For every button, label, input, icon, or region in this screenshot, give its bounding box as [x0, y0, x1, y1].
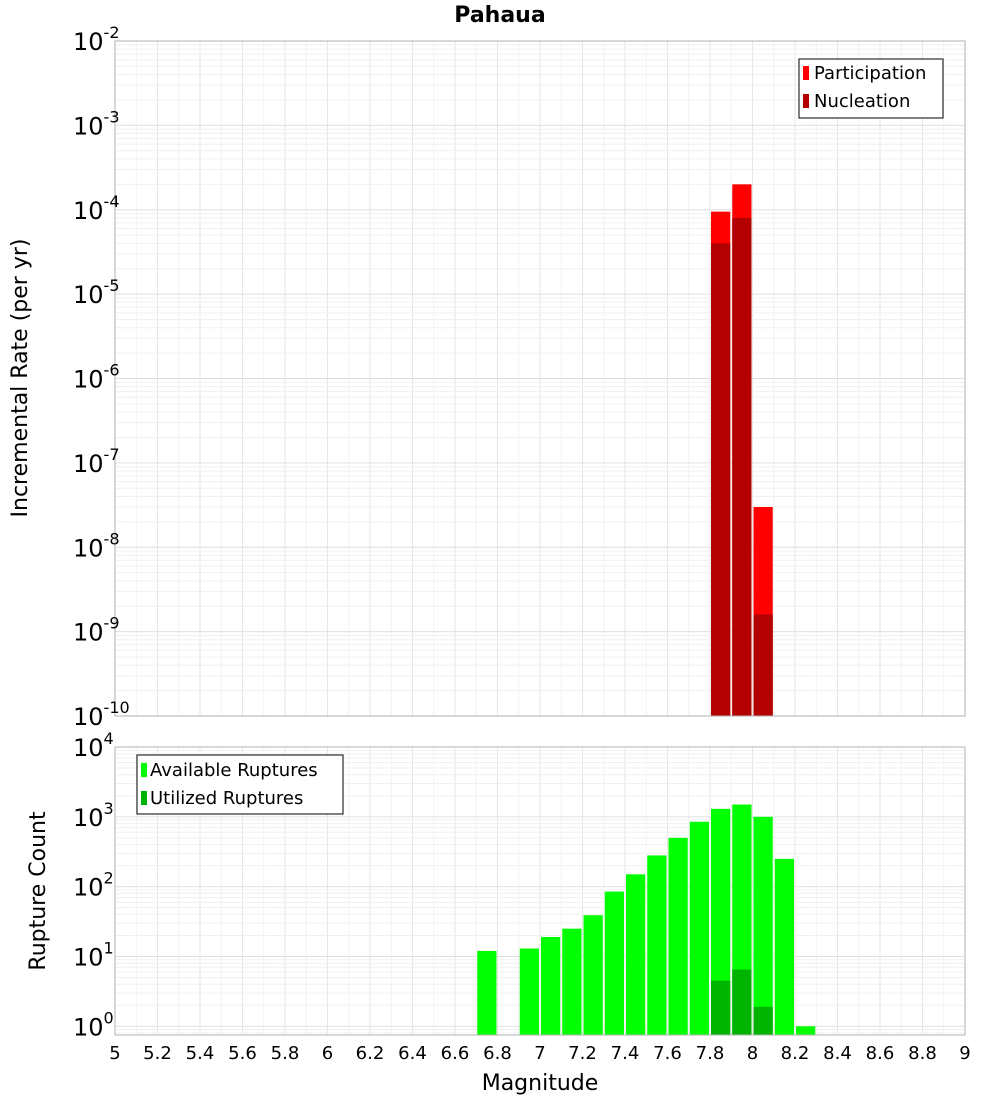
- rate-y-tick-label: 10-4: [73, 192, 120, 225]
- rate-panel: 10-2 10-3 10-4 10-5 10-6 10-7 10-8 10-9 10-10 In…: [8, 23, 966, 731]
- x-axis-label: Magnitude: [482, 1071, 599, 1096]
- x-tick-label: 7.8: [696, 1043, 725, 1064]
- x-tick-label: 7.6: [653, 1043, 682, 1064]
- available-ruptures-bar: [796, 1026, 816, 1035]
- nucleation-bar: [732, 217, 752, 716]
- rate-y-tick-label: 10-9: [73, 614, 120, 647]
- nucleation-legend-swatch: [803, 94, 809, 108]
- available-ruptures-bar: [562, 928, 582, 1035]
- rate-y-tick-label: 10-6: [73, 361, 120, 394]
- utilized-legend-swatch: [141, 791, 147, 805]
- rate-y-tick-label: 10-8: [73, 529, 120, 562]
- rate-y-ticks: 10-2 10-3 10-4 10-5 10-6 10-7 10-8 10-9 10-10: [73, 23, 130, 731]
- x-tick-label: 8: [747, 1043, 758, 1064]
- rupture-y-axis-label: Rupture Count: [26, 811, 51, 971]
- rate-y-tick-label: 10-2: [73, 23, 120, 56]
- x-tick-label: 9: [959, 1043, 970, 1064]
- rate-grid: [114, 40, 966, 717]
- rate-y-tick-label: 10-3: [73, 107, 120, 140]
- available-ruptures-bar: [668, 837, 688, 1035]
- rupture-plot-frame: [114, 746, 966, 1036]
- available-ruptures-bar: [711, 808, 731, 1035]
- rupture-bars: [477, 804, 816, 1035]
- rupture-y-tick-label: 103: [73, 799, 114, 832]
- x-tick-label: 5.4: [186, 1043, 215, 1064]
- available-ruptures-bar: [626, 874, 646, 1035]
- x-tick-label: 5.8: [271, 1043, 300, 1064]
- chart-title: Pahaua: [454, 3, 545, 28]
- available-ruptures-bar: [541, 936, 561, 1035]
- rate-y-tick-label: 10-10: [73, 698, 130, 731]
- utilized-legend-label: Utilized Ruptures: [150, 788, 303, 809]
- magnitude-x-ticks: 5 5.2 5.4 5.6 5.8 6 6.2 6.4 6.6 6.8 7 7.2 7.4 7.6 7.8 8…: [109, 1043, 970, 1064]
- participation-legend-label: Participation: [814, 63, 926, 84]
- x-tick-label: 5.2: [143, 1043, 172, 1064]
- utilized-ruptures-bar: [753, 1006, 773, 1035]
- x-tick-label: 8.8: [908, 1043, 937, 1064]
- rate-y-tick-label: 10-7: [73, 445, 120, 478]
- available-ruptures-bar: [583, 915, 603, 1035]
- utilized-ruptures-bar: [711, 980, 731, 1035]
- participation-legend-swatch: [803, 66, 809, 80]
- x-tick-label: 7.4: [611, 1043, 640, 1064]
- x-tick-label: 5.6: [228, 1043, 257, 1064]
- x-tick-label: 8.6: [866, 1043, 895, 1064]
- rate-y-tick-label: 10-5: [73, 276, 120, 309]
- available-legend-label: Available Ruptures: [150, 760, 318, 781]
- available-ruptures-bar: [477, 950, 497, 1035]
- rupture-y-tick-label: 102: [73, 869, 114, 902]
- available-ruptures-bar: [604, 891, 624, 1035]
- x-tick-label: 8.2: [781, 1043, 810, 1064]
- x-tick-label: 6.2: [356, 1043, 385, 1064]
- rate-bars: [711, 184, 773, 717]
- nucleation-bar: [753, 614, 773, 716]
- x-tick-label: 8.4: [823, 1043, 852, 1064]
- x-tick-label: 6: [322, 1043, 333, 1064]
- available-legend-swatch: [141, 763, 147, 777]
- rupture-y-tick-label: 100: [73, 1008, 114, 1041]
- available-ruptures-bar: [774, 858, 794, 1035]
- available-ruptures-bar: [753, 816, 773, 1035]
- rupture-y-tick-label: 104: [73, 729, 114, 762]
- nucleation-bar: [711, 243, 731, 717]
- available-ruptures-bar: [519, 948, 539, 1035]
- rupture-y-tick-label: 101: [73, 938, 114, 971]
- x-tick-label: 6.8: [483, 1043, 512, 1064]
- x-tick-label: 7.2: [568, 1043, 597, 1064]
- rate-legend-box: [798, 58, 944, 119]
- x-tick-label: 6.6: [441, 1043, 470, 1064]
- utilized-ruptures-bar: [732, 969, 752, 1035]
- rate-legend: Participation Nucleation: [798, 58, 944, 119]
- x-tick-label: 5: [109, 1043, 120, 1064]
- nucleation-legend-label: Nucleation: [814, 91, 910, 112]
- rate-y-axis-label: Incremental Rate (per yr): [8, 239, 33, 518]
- available-ruptures-bar: [647, 855, 667, 1035]
- x-tick-label: 6.4: [398, 1043, 427, 1064]
- rupture-legend-box: [136, 754, 344, 815]
- rupture-y-ticks: 104 103 102 101 100: [73, 729, 114, 1041]
- rate-plot-frame: [114, 40, 966, 717]
- available-ruptures-bar: [689, 821, 709, 1035]
- rupture-count-panel: 104 103 102 101 100 5 5.2 5.4 5.6 5.8 6 6.2 6.4 6.6 6…: [26, 729, 971, 1096]
- rupture-legend: Available Ruptures Utilized Ruptures: [136, 754, 344, 815]
- x-tick-label: 7: [534, 1043, 545, 1064]
